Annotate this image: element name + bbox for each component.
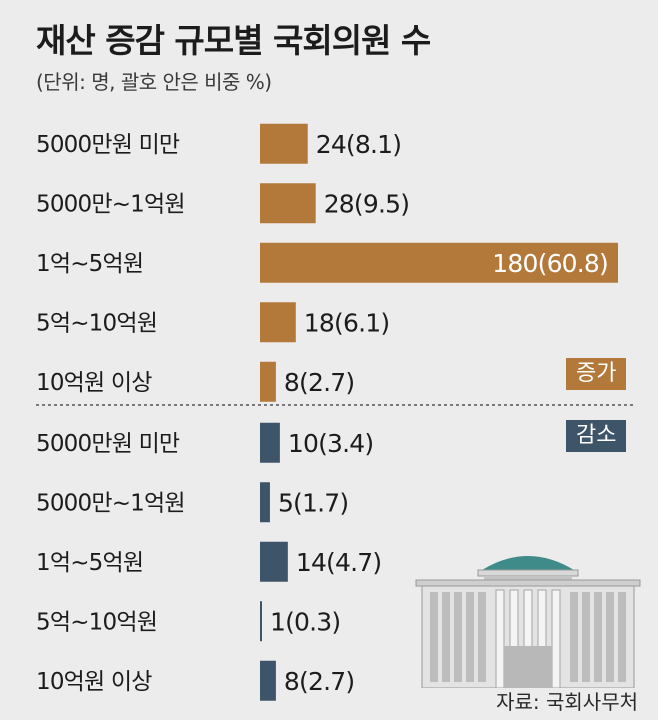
category-label: 1억~5억원 xyxy=(36,550,143,576)
unit-note: (단위: 명, 괄호 안은 비중 %) xyxy=(36,70,272,94)
bar-decrease xyxy=(260,541,288,582)
bar-decrease xyxy=(260,422,280,463)
bar-decrease xyxy=(260,601,262,642)
source-note: 자료: 국회사무처 xyxy=(496,690,638,714)
category-label: 5000만~1억원 xyxy=(36,490,185,516)
category-label: 10억원 이상 xyxy=(36,370,152,396)
data-label: 10(3.4) xyxy=(288,429,373,458)
national-assembly-building-icon xyxy=(415,556,641,688)
decrease-legend-badge: 감소 xyxy=(566,420,627,452)
bar-decrease xyxy=(260,482,270,523)
bar-increase xyxy=(260,183,316,224)
data-label: 5(1.7) xyxy=(278,488,348,517)
category-label: 1억~5억원 xyxy=(36,251,143,277)
data-label: 28(9.5) xyxy=(324,189,409,218)
increase-legend-badge: 증가 xyxy=(566,358,627,390)
bar-decrease xyxy=(260,660,276,701)
category-label: 5000만원 미만 xyxy=(36,431,180,457)
data-label: 180(60.8) xyxy=(492,249,608,278)
category-label: 10억원 이상 xyxy=(36,669,152,695)
bar-increase xyxy=(260,242,618,283)
category-label: 5000만~1억원 xyxy=(36,191,185,217)
bar-increase xyxy=(260,361,276,402)
data-label: 8(2.7) xyxy=(284,667,354,696)
data-label: 18(6.1) xyxy=(304,308,389,337)
bar-increase xyxy=(260,302,296,343)
data-label: 8(2.7) xyxy=(284,368,354,397)
category-label: 5억~10억원 xyxy=(36,609,157,635)
category-label: 5000만원 미만 xyxy=(36,132,180,158)
bar-increase xyxy=(260,123,308,164)
chart-title: 재산 증감 규모별 국회의원 수 xyxy=(36,21,431,60)
data-label: 14(4.7) xyxy=(296,548,381,577)
category-label: 5억~10억원 xyxy=(36,310,157,336)
data-label: 1(0.3) xyxy=(270,607,340,636)
data-label: 24(8.1) xyxy=(316,130,401,159)
